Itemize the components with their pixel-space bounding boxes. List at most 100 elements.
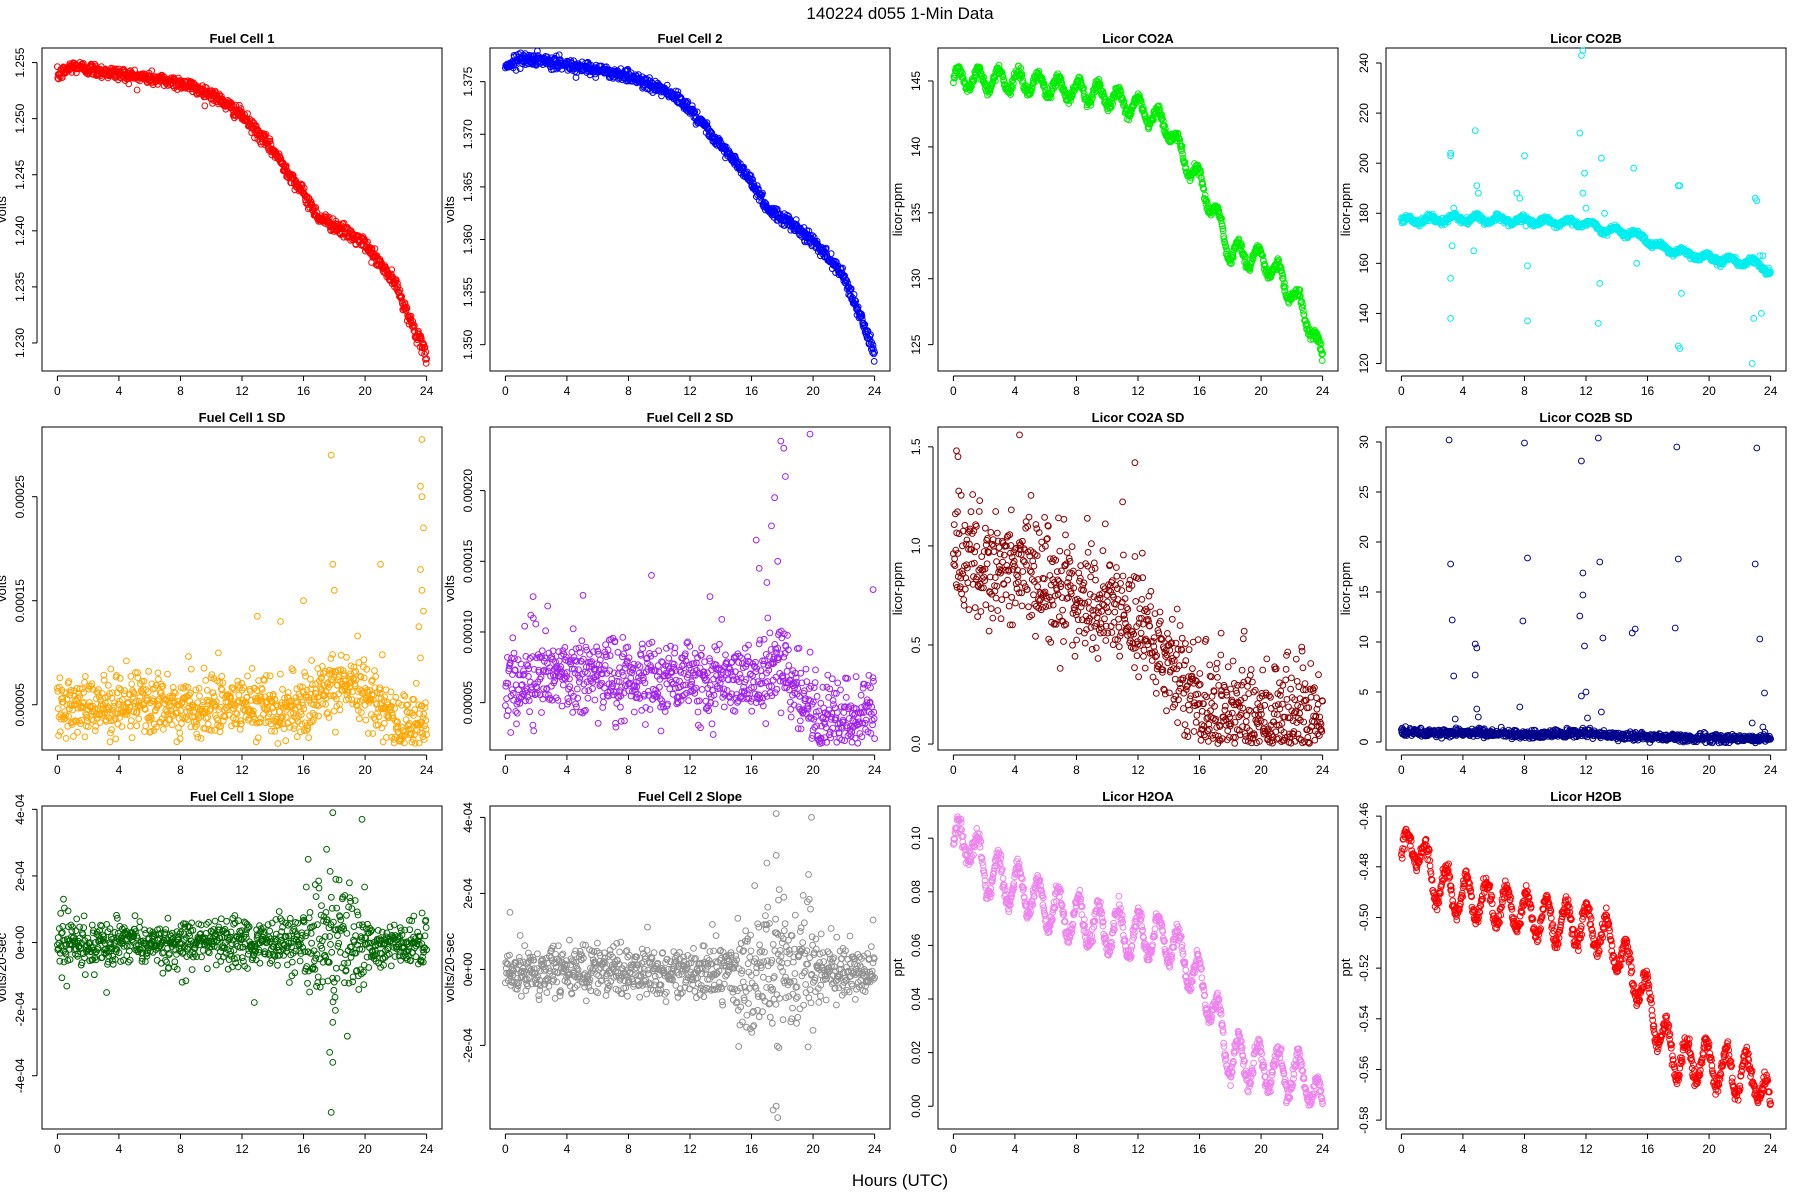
y-tick-label: 1.235 bbox=[13, 272, 27, 302]
y-tick-label: 0.00005 bbox=[461, 681, 475, 725]
data-point bbox=[337, 707, 343, 713]
plot-frame bbox=[490, 48, 890, 371]
outlier-point bbox=[1475, 190, 1481, 196]
outlier-point bbox=[1449, 243, 1455, 249]
x-tick-label: 20 bbox=[806, 384, 820, 398]
data-point bbox=[136, 716, 142, 722]
data-point bbox=[198, 736, 204, 742]
outlier-point bbox=[418, 655, 424, 661]
y-tick-label: 1.370 bbox=[461, 119, 475, 149]
data-point bbox=[379, 652, 385, 658]
data-point bbox=[202, 103, 208, 109]
data-point bbox=[245, 673, 251, 679]
data-point bbox=[280, 686, 286, 692]
outlier-point bbox=[1631, 165, 1637, 171]
x-tick-label: 8 bbox=[177, 763, 184, 777]
outlier-point bbox=[419, 587, 425, 593]
data-point bbox=[388, 689, 394, 695]
data-point bbox=[267, 673, 273, 679]
data-point bbox=[201, 665, 207, 671]
data-point bbox=[574, 686, 580, 692]
outlier-point bbox=[331, 587, 337, 593]
y-tick-label: 145 bbox=[909, 71, 923, 91]
y-axis-label: licor-ppm bbox=[890, 183, 905, 236]
series-points bbox=[55, 437, 430, 747]
y-tick-label: 1.230 bbox=[13, 328, 27, 358]
panel-title: Fuel Cell 2 bbox=[657, 31, 722, 46]
outlier-point bbox=[1580, 190, 1586, 196]
outlier-point bbox=[1471, 248, 1477, 254]
x-tick-label: 16 bbox=[745, 763, 759, 777]
outlier-point bbox=[1597, 281, 1603, 287]
outlier-point bbox=[419, 437, 425, 443]
y-tick-label: 160 bbox=[1357, 253, 1371, 273]
x-tick-label: 0 bbox=[54, 384, 61, 398]
data-point bbox=[165, 671, 171, 677]
data-point bbox=[186, 654, 192, 660]
x-tick-label: 24 bbox=[420, 384, 434, 398]
data-point bbox=[372, 668, 378, 674]
data-point bbox=[169, 722, 175, 728]
data-point bbox=[539, 710, 545, 716]
data-point bbox=[108, 730, 114, 736]
data-point bbox=[124, 658, 130, 664]
outlier-point bbox=[1577, 130, 1583, 136]
y-axis-label: volts bbox=[0, 196, 9, 223]
data-point bbox=[545, 603, 551, 609]
data-point bbox=[113, 736, 119, 742]
data-point bbox=[298, 729, 304, 735]
data-point bbox=[205, 721, 211, 727]
data-point bbox=[508, 730, 514, 736]
outlier-point bbox=[419, 494, 425, 500]
plot-frame bbox=[1386, 48, 1786, 371]
x-tick-label: 12 bbox=[683, 763, 697, 777]
data-point bbox=[56, 733, 62, 739]
x-tick-label: 16 bbox=[297, 384, 311, 398]
panel-title: Licor CO2B bbox=[1550, 31, 1622, 46]
outlier-point bbox=[255, 613, 261, 619]
y-tick-label: 0.00025 bbox=[13, 475, 27, 519]
series-points bbox=[503, 48, 878, 364]
data-point bbox=[143, 723, 149, 729]
data-point bbox=[355, 633, 361, 639]
data-point bbox=[82, 674, 88, 680]
x-tick-label: 4 bbox=[564, 763, 571, 777]
y-tick-label: 1.365 bbox=[461, 172, 475, 202]
outlier-point bbox=[1759, 311, 1765, 317]
y-tick-label: 130 bbox=[909, 268, 923, 288]
x-tick-label: 8 bbox=[1521, 384, 1528, 398]
data-point bbox=[579, 638, 585, 644]
data-point bbox=[1319, 358, 1325, 364]
y-axis-label: volts bbox=[442, 575, 457, 602]
data-point bbox=[316, 713, 322, 719]
x-tick-label: 0 bbox=[1398, 384, 1405, 398]
data-point bbox=[539, 648, 545, 654]
data-point bbox=[108, 666, 114, 672]
data-point bbox=[290, 668, 296, 674]
x-tick-label: 20 bbox=[806, 763, 820, 777]
y-tick-label: 200 bbox=[1357, 153, 1371, 173]
x-tick-label: 4 bbox=[1012, 384, 1019, 398]
x-tick-label: 12 bbox=[1131, 384, 1145, 398]
data-point bbox=[570, 626, 576, 632]
x-tick-label: 20 bbox=[1254, 384, 1268, 398]
y-tick-label: 1.355 bbox=[461, 277, 475, 307]
series-points bbox=[951, 62, 1326, 363]
data-point bbox=[134, 87, 140, 93]
x-tick-label: 0 bbox=[54, 763, 61, 777]
panel-title: Fuel Cell 2 SD bbox=[647, 410, 734, 425]
outlier-point bbox=[418, 567, 424, 573]
y-tick-label: 1.350 bbox=[461, 329, 475, 359]
outlier-point bbox=[1472, 128, 1478, 134]
data-point bbox=[177, 730, 183, 736]
outlier-point bbox=[416, 624, 422, 630]
y-tick-label: 180 bbox=[1357, 203, 1371, 223]
x-tick-label: 0 bbox=[502, 763, 509, 777]
x-tick-label: 4 bbox=[1460, 384, 1467, 398]
y-tick-label: 0.00015 bbox=[461, 539, 475, 583]
y-tick-label: 0.00015 bbox=[13, 579, 27, 623]
